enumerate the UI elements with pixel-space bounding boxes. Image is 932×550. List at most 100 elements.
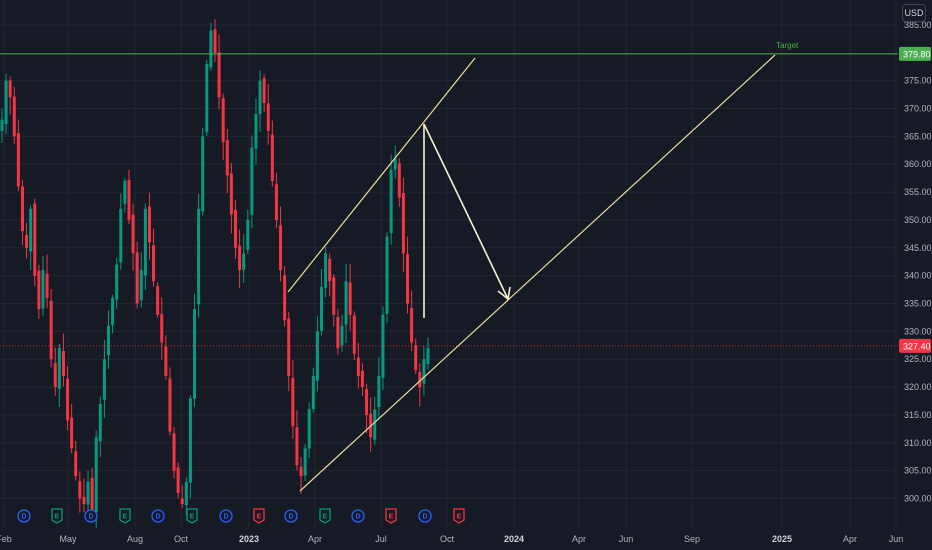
candle-body (418, 372, 422, 388)
dividend-marker: D (219, 509, 233, 523)
candle-body (270, 134, 274, 181)
dividend-marker: D (418, 509, 432, 523)
time-axis[interactable]: Feb May Aug Oct 2023 Apr Jul Oct 2024 Apr Jun Sep 20… (0, 534, 903, 544)
candle-body (61, 350, 65, 376)
earnings-badge (119, 508, 131, 524)
y-tick-label: 315.00 (904, 410, 932, 420)
earnings-badge (385, 508, 397, 524)
candle-body (4, 80, 8, 124)
event-letter: D (422, 514, 427, 521)
candle-body (0, 119, 4, 131)
y-tick-label: 340.00 (904, 271, 932, 281)
dividend-marker: D (17, 509, 31, 523)
candle-body (229, 173, 233, 215)
candle-body (422, 359, 426, 384)
candle-body (287, 318, 291, 376)
dividend-marker: D (284, 509, 298, 523)
candle-body (111, 297, 115, 326)
candle-body (360, 370, 364, 388)
candle-body (29, 208, 33, 252)
earnings-badge (253, 508, 265, 524)
price-axis[interactable]: 300.00 305.00 310.00 315.00 320.00 325.00 330.… (904, 20, 932, 504)
candle-body (160, 314, 164, 343)
candle-body (238, 245, 242, 271)
candle-body (53, 363, 57, 388)
candle-body (254, 114, 258, 149)
candle-body (217, 52, 221, 98)
candle-body (381, 314, 385, 378)
candle-body (127, 179, 131, 220)
candle-body (156, 286, 160, 315)
price-tags: 379.80 327.40 (899, 46, 931, 353)
candle-body (74, 451, 78, 477)
candle-body (201, 136, 205, 212)
target-label: Target (776, 41, 799, 50)
candle-body (8, 80, 12, 98)
y-tick-label: 320.00 (904, 382, 932, 392)
earnings-marker: E (51, 508, 63, 524)
candle-body (328, 258, 332, 282)
dividend-marker: D (351, 509, 365, 523)
y-tick-label: 325.00 (904, 354, 932, 364)
dividend-marker: D (151, 509, 165, 523)
y-tick-label: 365.00 (904, 131, 932, 141)
currency-button[interactable]: USD (902, 4, 926, 22)
candle-body (94, 437, 98, 513)
event-letter: E (389, 514, 394, 521)
upper-channel-line (287, 57, 476, 293)
candle-body (340, 325, 344, 346)
candle-body (373, 409, 377, 440)
event-letter: E (123, 514, 128, 521)
y-tick-label: 355.00 (904, 187, 932, 197)
candle-body (41, 270, 45, 309)
event-letter: E (457, 514, 462, 521)
current-price-tag-text: 327.40 (903, 341, 931, 351)
candle-body (307, 409, 311, 449)
dividend-circle (219, 509, 233, 523)
candle-body (283, 275, 287, 321)
candle-body (401, 192, 405, 254)
candle-body (176, 467, 180, 493)
dividend-circle (418, 509, 432, 523)
candle-body (57, 348, 61, 389)
event-letter: D (288, 514, 293, 521)
candle-body (320, 286, 323, 331)
event-letter: D (155, 514, 160, 521)
candle-body (143, 208, 147, 276)
candle-body (86, 481, 90, 505)
candle-body (131, 214, 135, 254)
candle-body (180, 498, 184, 505)
candle-body (184, 481, 188, 506)
candle-body (233, 210, 237, 248)
candle-body (209, 30, 213, 68)
candle-body (242, 253, 246, 270)
x-tick-label: 2023 (239, 534, 259, 544)
x-tick-label: Oct (174, 534, 189, 544)
candle-body (66, 378, 70, 421)
candle-body (324, 253, 328, 288)
earnings-marker: E (119, 508, 131, 524)
candle-body (70, 417, 74, 449)
target-price-tag: 379.80 (899, 46, 931, 61)
x-tick-label: Jun (619, 534, 634, 544)
candle-body (279, 225, 283, 271)
candle-body (197, 208, 201, 305)
current-price-tag: 327.40 (899, 338, 931, 353)
dividend-marker: D (84, 509, 98, 523)
candle-body (344, 281, 348, 325)
candle-body (115, 264, 119, 300)
y-tick-label: 330.00 (904, 326, 932, 336)
earnings-badge (186, 508, 198, 524)
trend-lines (287, 54, 776, 492)
candle-body (315, 331, 319, 381)
x-tick-label: Apr (572, 534, 586, 544)
x-tick-label: May (59, 534, 77, 544)
candle-body (102, 359, 106, 400)
earnings-badge (453, 508, 465, 524)
candle-body (168, 378, 172, 432)
candle-body (107, 325, 110, 356)
y-tick-label: 385.00 (904, 20, 932, 30)
dividend-circle (351, 509, 365, 523)
